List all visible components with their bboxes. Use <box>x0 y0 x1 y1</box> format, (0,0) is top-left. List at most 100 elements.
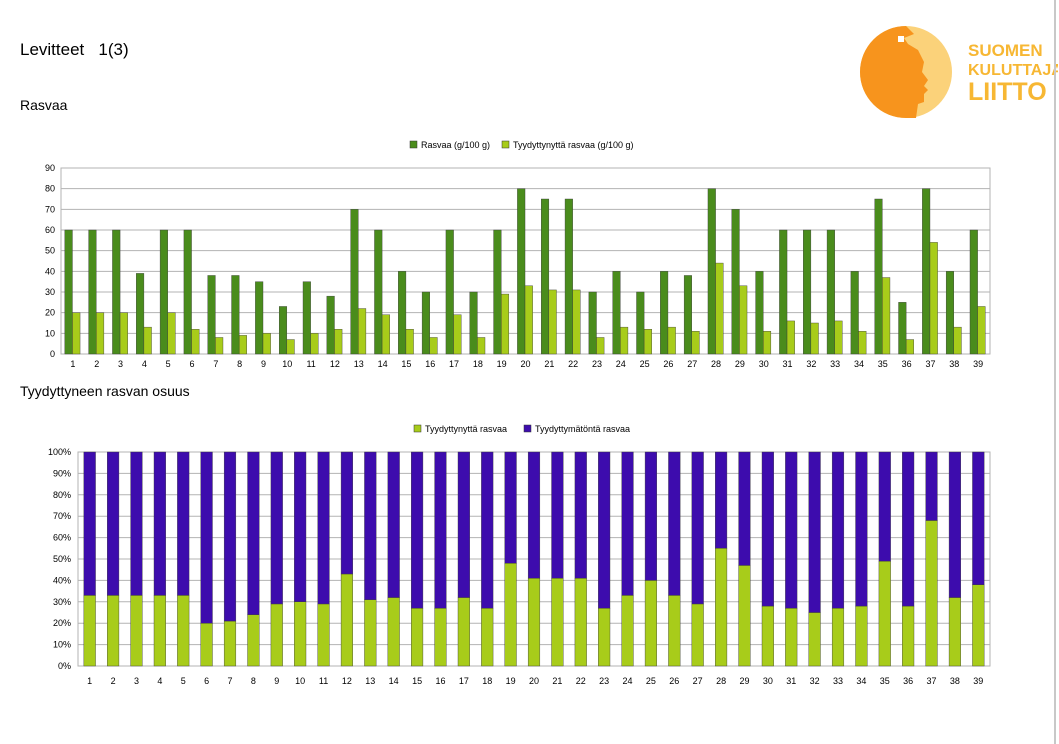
bar <box>517 188 526 355</box>
bar <box>501 293 510 355</box>
x-tick-label: 39 <box>973 359 983 369</box>
legend-label: Rasvaa (g/100 g) <box>421 140 490 150</box>
x-tick-label: 30 <box>763 676 773 686</box>
bar-segment <box>668 451 681 596</box>
bar <box>660 271 669 355</box>
bar-segment <box>644 451 657 581</box>
bar-segment <box>972 451 985 585</box>
bar <box>803 229 812 355</box>
bar-segment <box>598 451 611 609</box>
x-tick-label: 27 <box>693 676 703 686</box>
bar-segment <box>855 605 868 667</box>
x-tick-label: 11 <box>306 359 315 369</box>
y-tick-label: 30 <box>45 287 55 297</box>
bar <box>191 328 200 355</box>
bar-segment <box>808 451 821 613</box>
x-tick-label: 14 <box>378 359 388 369</box>
bar <box>564 198 573 355</box>
x-tick-label: 15 <box>401 359 411 369</box>
x-tick-label: 24 <box>623 676 633 686</box>
bar <box>922 188 931 355</box>
bar <box>119 312 128 355</box>
section-title-saturated-share: Tyydyttyneen rasvan osuus <box>20 383 190 399</box>
bar-segment <box>948 451 961 598</box>
bar-segment <box>153 451 166 596</box>
x-tick-label: 35 <box>878 359 888 369</box>
bar-segment <box>972 584 985 667</box>
y-tick-label: 40% <box>53 575 71 585</box>
page-edge <box>1054 0 1056 744</box>
legend-swatch <box>409 140 418 149</box>
x-tick-label: 26 <box>663 359 673 369</box>
bar <box>596 337 605 355</box>
x-tick-label: 31 <box>786 676 796 686</box>
bar <box>207 275 216 355</box>
bar <box>445 229 454 355</box>
bar <box>977 306 986 355</box>
bar-segment <box>247 614 260 667</box>
bar-segment <box>644 580 657 667</box>
bar-segment <box>831 608 845 667</box>
bar-segment <box>527 578 541 667</box>
bar <box>112 229 121 355</box>
x-tick-label: 18 <box>482 676 492 686</box>
x-tick-label: 23 <box>592 359 602 369</box>
x-tick-label: 14 <box>389 676 399 686</box>
bar <box>541 198 550 355</box>
x-tick-label: 12 <box>342 676 352 686</box>
x-tick-label: 1 <box>87 676 92 686</box>
bar <box>262 333 271 355</box>
bar-segment <box>551 578 564 667</box>
x-tick-label: 22 <box>576 676 586 686</box>
x-tick-label: 32 <box>810 676 820 686</box>
bar-segment <box>878 560 891 667</box>
bar-segment <box>855 451 868 607</box>
bar-segment <box>504 451 517 564</box>
bar <box>548 289 557 355</box>
x-tick-label: 29 <box>735 359 745 369</box>
x-tick-label: 17 <box>449 359 459 369</box>
x-tick-label: 22 <box>568 359 578 369</box>
x-tick-label: 3 <box>134 676 139 686</box>
bar <box>350 209 359 355</box>
bar-segment <box>808 612 821 667</box>
x-tick-label: 36 <box>903 676 913 686</box>
bar <box>874 198 883 355</box>
bar-segment <box>948 597 961 667</box>
bar <box>755 271 764 355</box>
bar-segment <box>902 451 915 607</box>
bar-segment <box>527 451 541 579</box>
bar-segment <box>340 451 353 575</box>
bar-segment <box>107 451 120 596</box>
bar-segment <box>177 451 190 596</box>
x-tick-label: 33 <box>830 359 840 369</box>
x-tick-label: 13 <box>365 676 375 686</box>
bar <box>255 281 264 355</box>
bar-segment <box>434 608 447 667</box>
bar-segment <box>738 565 751 667</box>
page-title: Levitteet 1(3) <box>20 40 129 59</box>
y-tick-label: 90 <box>45 163 55 173</box>
bar-segment <box>83 595 96 667</box>
bar <box>238 335 247 355</box>
legend: Rasvaa (g/100 g) Tyydyttynyttä rasvaa (g/… <box>409 140 634 150</box>
legend-swatch <box>523 424 532 433</box>
bar-segment <box>247 451 260 615</box>
bar <box>683 275 692 355</box>
x-tick-label: 35 <box>880 676 890 686</box>
bar-segment <box>457 451 470 598</box>
bar-segment <box>434 451 447 609</box>
y-tick-label: 40 <box>45 266 55 276</box>
logo-text-line1: SUOMEN <box>968 41 1043 60</box>
bar <box>691 331 700 355</box>
logo-text-line3: LIITTO <box>968 78 1047 106</box>
bar <box>358 308 367 355</box>
bar <box>429 337 438 355</box>
bar <box>524 285 533 355</box>
bar <box>945 271 954 355</box>
bar <box>588 291 597 355</box>
x-tick-label: 23 <box>599 676 609 686</box>
x-tick-label: 18 <box>473 359 483 369</box>
bar-segment <box>691 603 704 667</box>
